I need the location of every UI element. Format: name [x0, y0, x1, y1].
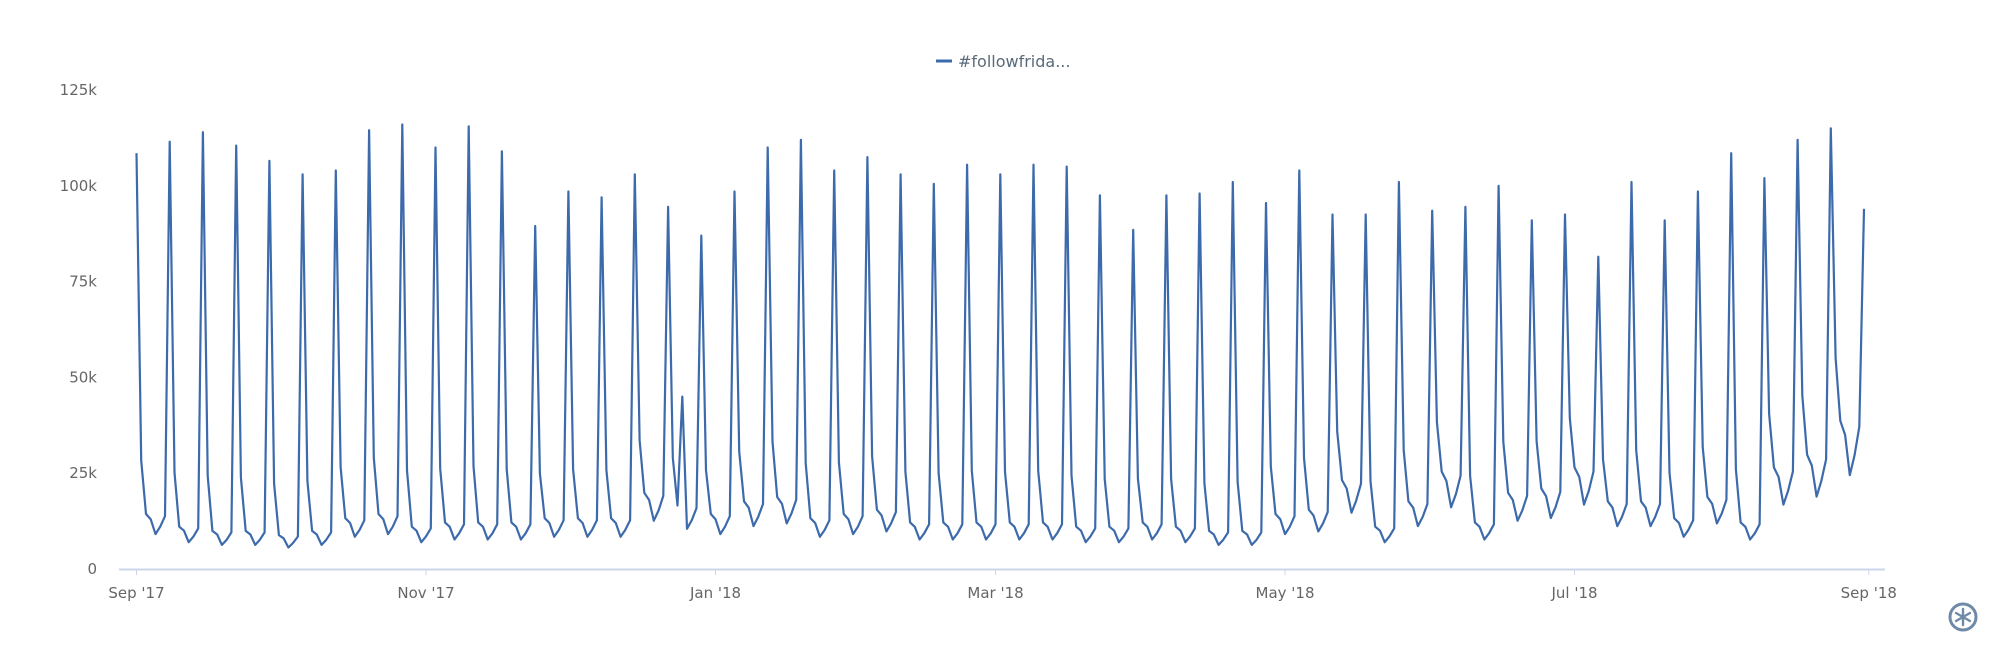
- legend[interactable]: #followfrida...: [936, 52, 1070, 71]
- x-tick-label: May '18: [1256, 584, 1315, 602]
- x-tick-label: Jul '18: [1550, 584, 1597, 602]
- series-line-followfrida: [135, 123, 1866, 549]
- y-tick-label: 50k: [69, 368, 97, 386]
- asterisk-circle-logo-icon[interactable]: [1948, 602, 1978, 632]
- x-tick-label: Sep '18: [1841, 584, 1897, 602]
- x-tick-label: Sep '17: [108, 584, 164, 602]
- x-tick-label: Mar '18: [967, 584, 1023, 602]
- y-tick-label: 75k: [69, 273, 97, 291]
- y-tick-label: 25k: [69, 464, 97, 482]
- y-tick-label: 0: [87, 560, 97, 578]
- legend-label: #followfrida...: [958, 52, 1070, 71]
- x-tick-label: Nov '17: [397, 584, 454, 602]
- y-tick-label: 125k: [60, 81, 98, 99]
- x-tick-label: Jan '18: [689, 584, 741, 602]
- y-tick-label: 100k: [60, 177, 98, 195]
